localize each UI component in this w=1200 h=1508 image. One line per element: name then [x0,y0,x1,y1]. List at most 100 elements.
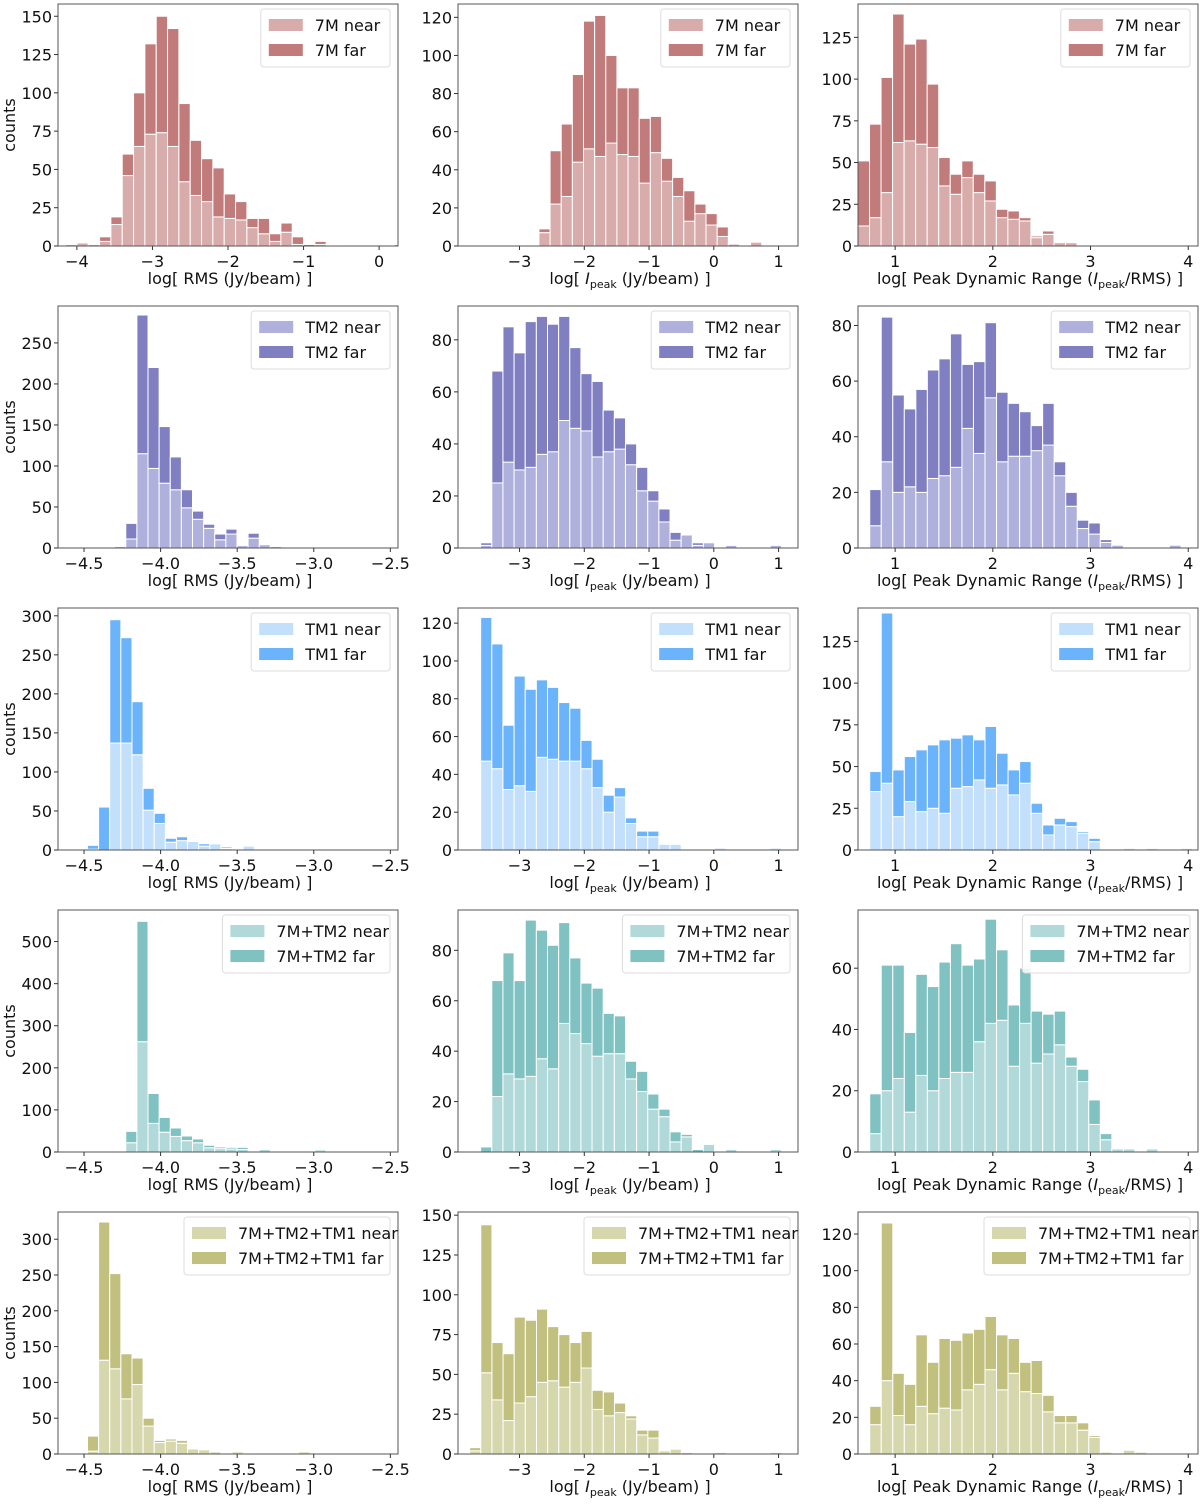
bar-near [1054,1045,1066,1152]
y-tick-label: 60 [832,372,852,391]
bar-far [985,919,997,1023]
bar-near [1066,506,1078,548]
bar-far [293,546,304,547]
bar-far [648,1094,659,1109]
bar-near [614,1413,625,1454]
bar-near [997,785,1009,850]
bar-far [684,191,695,221]
bar-far [893,395,905,492]
x-axis-label: log[ RMS (Jy/beam) ] [148,873,313,892]
bar-near [985,1370,997,1454]
bar-near [539,233,550,246]
bar-near [1066,1066,1078,1152]
bar-far [592,988,603,1056]
y-tick-label: 25 [832,195,852,214]
bar-far [904,409,916,487]
y-tick-label: 60 [432,728,452,747]
bar-far [581,983,592,1043]
x-tick-label: 1 [773,856,783,875]
bar-near [492,1097,503,1152]
bar-far [514,353,525,470]
y-tick-label: 40 [432,161,452,180]
bar-far [236,202,247,220]
y-tick-label: 100 [21,1373,52,1392]
bar-far [559,923,570,1024]
bar-far [1089,1436,1101,1438]
bar-near [202,202,213,246]
bar-near [536,1059,547,1152]
bar-far [985,181,997,201]
x-axis-label: log[ Peak Dynamic Range (Ipeak/RMS) ] [877,269,1183,291]
bar-far [1100,540,1112,543]
bar-near [1020,456,1032,548]
bar-near [637,1435,648,1454]
y-tick-label: 150 [421,1206,452,1225]
bar-near [503,790,514,851]
y-axis-label: counts [0,1004,19,1057]
bar-far [121,638,132,743]
y-axis-label: counts [0,400,19,453]
y-tick-label: 100 [21,763,52,782]
bar-far [973,959,985,1042]
bar-near [236,220,247,246]
bar-near [559,1387,570,1454]
bar-far [132,702,143,755]
bar-near [648,1438,659,1454]
bar-near [192,1143,203,1152]
bar-far [137,315,148,454]
legend-label: TM2 far [1104,343,1166,362]
bar-near [1008,795,1020,850]
bar-far [315,241,326,244]
x-axis-label: log[ RMS (Jy/beam) ] [148,1175,313,1194]
bar-near [1043,1054,1055,1152]
bar-near [559,420,570,548]
bar-far [536,1309,547,1382]
bar-near [870,1134,882,1152]
bar-far [893,770,905,817]
legend-label: 7M far [1115,41,1167,60]
y-tick-label: 20 [832,1082,852,1101]
bar-near [916,1075,928,1152]
bar-near [893,1416,905,1455]
bar-far [1077,1423,1089,1430]
bar-far [659,509,670,522]
bar-near [179,182,190,246]
bar-near [548,1381,559,1454]
bar-far [881,317,893,462]
bar-far [100,237,111,242]
bar-far [470,1448,481,1451]
bar-far [603,1392,614,1416]
bar-far [481,1225,492,1373]
bar-near [614,1054,625,1152]
bar-near [226,534,237,548]
legend-swatch [669,44,703,56]
legend-label: TM2 far [704,343,766,362]
bar-far [132,1358,143,1384]
legend-label: TM2 near [1104,318,1181,337]
bar-near [870,526,882,548]
legend-swatch [230,950,264,962]
bar-far [110,620,121,743]
y-tick-label: 0 [442,1445,452,1464]
bar-far [536,316,547,454]
legend-label: 7M far [315,41,367,60]
bar-near [648,1109,659,1152]
bar-near [176,841,187,850]
bar-far [603,1013,614,1053]
legend-swatch [259,346,293,358]
bar-near [168,146,179,246]
legend-swatch [259,648,293,660]
bar-near [881,1381,893,1454]
bar-far [939,740,951,813]
bar-far [111,217,122,225]
bar-near [126,539,137,548]
bar-near [548,759,559,850]
bar-near [939,813,951,850]
bar-near [204,528,215,548]
